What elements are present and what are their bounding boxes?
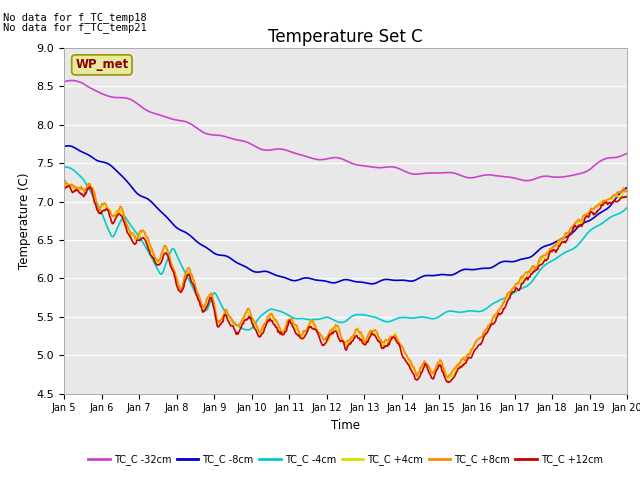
Text: No data for f_TC_temp18: No data for f_TC_temp18 [3, 12, 147, 23]
X-axis label: Time: Time [331, 419, 360, 432]
Y-axis label: Temperature (C): Temperature (C) [18, 172, 31, 269]
Title: Temperature Set C: Temperature Set C [268, 28, 423, 47]
Text: No data for f_TC_temp21: No data for f_TC_temp21 [3, 22, 147, 33]
Text: WP_met: WP_met [76, 59, 129, 72]
Legend: TC_C -32cm, TC_C -8cm, TC_C -4cm, TC_C +4cm, TC_C +8cm, TC_C +12cm: TC_C -32cm, TC_C -8cm, TC_C -4cm, TC_C +… [84, 450, 607, 469]
